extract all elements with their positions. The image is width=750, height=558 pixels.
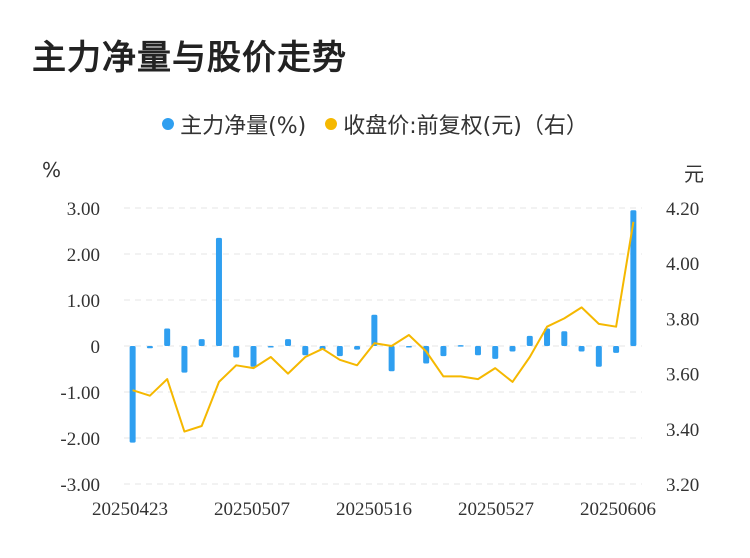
bar bbox=[181, 346, 188, 373]
left-tick-label: -1.00 bbox=[60, 383, 100, 404]
price-line bbox=[132, 221, 635, 433]
bar bbox=[336, 346, 343, 357]
bar bbox=[233, 346, 240, 358]
legend-label-net-volume: 主力净量(%) bbox=[180, 114, 307, 139]
bar bbox=[492, 346, 499, 359]
bar bbox=[509, 346, 516, 352]
legend-item-close-price[interactable]: 收盘价:前复权(元)（右） bbox=[325, 108, 588, 140]
left-tick-label: 2.00 bbox=[67, 245, 100, 266]
bar bbox=[595, 346, 602, 367]
bar bbox=[457, 345, 464, 347]
bar bbox=[164, 328, 171, 346]
bar bbox=[354, 346, 361, 350]
bar bbox=[215, 237, 222, 346]
bar bbox=[405, 346, 412, 348]
x-tick-label: 20250516 bbox=[336, 499, 412, 520]
legend: 主力净量(%) 收盘价:前复权(元)（右） bbox=[0, 108, 750, 140]
bar bbox=[250, 346, 257, 367]
left-tick-label: -3.00 bbox=[60, 475, 100, 496]
x-tick-label: 20250507 bbox=[214, 499, 290, 520]
x-tick-label: 20250527 bbox=[458, 499, 534, 520]
bar bbox=[146, 346, 153, 349]
bar bbox=[561, 331, 568, 346]
bar bbox=[198, 339, 205, 346]
bar bbox=[544, 328, 551, 346]
bar bbox=[440, 346, 447, 357]
bar bbox=[613, 346, 620, 353]
bar bbox=[578, 346, 585, 352]
right-tick-label: 3.20 bbox=[666, 475, 699, 496]
right-tick-label: 3.80 bbox=[666, 309, 699, 330]
left-axis-unit: % bbox=[42, 158, 62, 182]
legend-dot-close-price bbox=[325, 118, 338, 130]
right-axis-unit: 元 bbox=[684, 162, 704, 186]
legend-dot-net-volume bbox=[162, 118, 175, 130]
left-tick-label: 0 bbox=[91, 337, 101, 358]
bar bbox=[267, 346, 274, 348]
right-tick-label: 4.00 bbox=[666, 254, 699, 275]
left-tick-label: -2.00 bbox=[60, 429, 100, 450]
bar bbox=[388, 346, 395, 372]
bar bbox=[302, 346, 309, 356]
right-tick-label: 3.60 bbox=[666, 365, 699, 386]
x-tick-label: 20250606 bbox=[580, 499, 656, 520]
chart-title: 主力净量与股价走势 bbox=[32, 38, 347, 78]
left-tick-label: 1.00 bbox=[67, 291, 100, 312]
right-tick-label: 4.20 bbox=[666, 199, 699, 220]
legend-item-net-volume[interactable]: 主力净量(%) bbox=[162, 108, 306, 140]
bar bbox=[526, 335, 533, 346]
bar bbox=[129, 346, 136, 443]
bar bbox=[285, 339, 292, 346]
right-tick-label: 3.40 bbox=[666, 420, 699, 441]
bar bbox=[630, 210, 637, 346]
left-tick-label: 3.00 bbox=[67, 199, 100, 220]
legend-label-close-price: 收盘价:前复权(元)（右） bbox=[343, 114, 588, 139]
x-tick-label: 20250423 bbox=[92, 499, 168, 520]
bar bbox=[474, 346, 481, 356]
bar bbox=[371, 314, 378, 346]
